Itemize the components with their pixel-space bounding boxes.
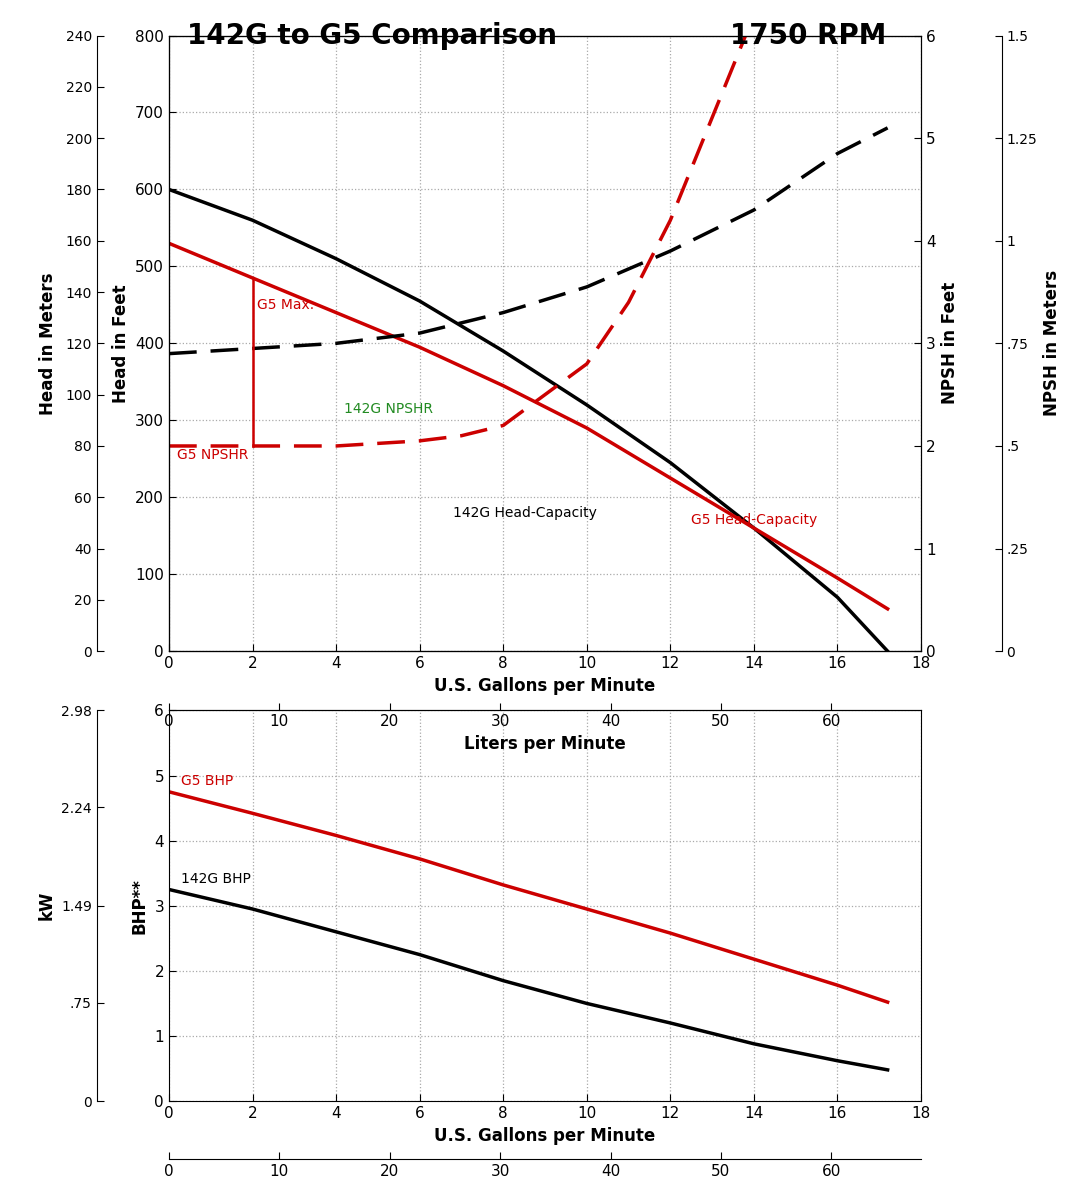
Y-axis label: NPSH in Feet: NPSH in Feet bbox=[942, 282, 959, 405]
Y-axis label: kW: kW bbox=[37, 892, 56, 920]
Y-axis label: Head in Feet: Head in Feet bbox=[111, 284, 130, 403]
Text: 142G NPSHR: 142G NPSHR bbox=[344, 401, 434, 416]
Y-axis label: Head in Meters: Head in Meters bbox=[39, 272, 57, 414]
Y-axis label: NPSH in Meters: NPSH in Meters bbox=[1043, 270, 1061, 417]
X-axis label: U.S. Gallons per Minute: U.S. Gallons per Minute bbox=[435, 1126, 655, 1145]
Text: 142G Head-Capacity: 142G Head-Capacity bbox=[453, 506, 597, 520]
Text: G5 Max.: G5 Max. bbox=[257, 297, 314, 311]
Text: G5 Head-Capacity: G5 Head-Capacity bbox=[691, 513, 818, 527]
Y-axis label: BHP**: BHP** bbox=[131, 877, 148, 934]
X-axis label: Liters per Minute: Liters per Minute bbox=[464, 735, 626, 753]
Text: 1750 RPM: 1750 RPM bbox=[730, 21, 886, 50]
Text: 142G to G5 Comparison: 142G to G5 Comparison bbox=[187, 21, 557, 50]
Text: G5 NPSHR: G5 NPSHR bbox=[178, 448, 249, 462]
Text: 142G BHP: 142G BHP bbox=[181, 871, 252, 886]
Text: G5 BHP: G5 BHP bbox=[181, 774, 233, 789]
X-axis label: U.S. Gallons per Minute: U.S. Gallons per Minute bbox=[435, 676, 655, 695]
